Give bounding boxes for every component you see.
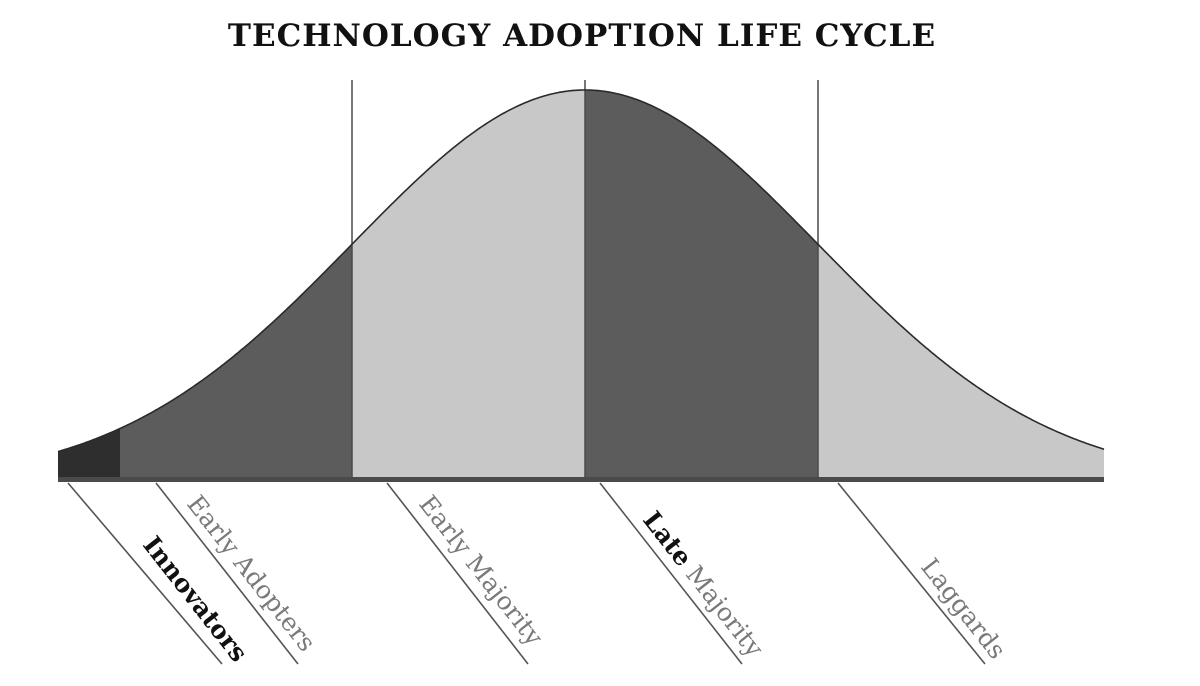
early-adopters-region [120, 90, 352, 482]
leader-line-early-majority [386, 482, 529, 665]
late-majority-region [585, 90, 818, 482]
leader-line-early-adopters [155, 482, 299, 665]
laggards-region [818, 90, 1104, 482]
page-title: TECHNOLOGY ADOPTION LIFE CYCLE [227, 18, 937, 54]
label-late-majority-rest: Majority [675, 554, 770, 663]
label-early-adopters: Early Adopters [181, 490, 321, 657]
label-laggards: Laggards [915, 553, 1012, 665]
early-majority-region [352, 90, 585, 482]
leader-line-innovators [67, 482, 223, 665]
leader-lines [67, 482, 986, 665]
bell-curve-outline [57, 89, 1105, 453]
label-late-majority: Late Majority [637, 506, 770, 663]
leader-line-laggards [837, 482, 986, 665]
baseline [58, 477, 1104, 482]
segment-dividers [351, 80, 819, 482]
label-early-majority: Early Majority [413, 490, 549, 652]
leader-line-late-majority [599, 482, 743, 665]
innovators-region [58, 90, 120, 482]
